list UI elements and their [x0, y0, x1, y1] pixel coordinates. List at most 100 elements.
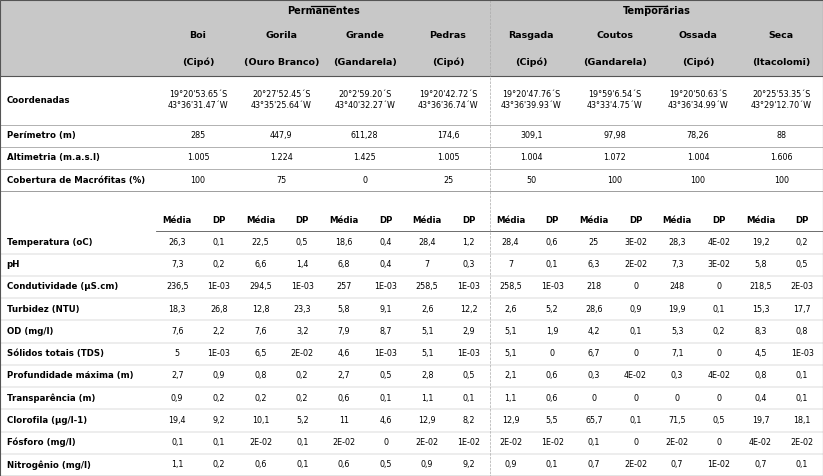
Text: 78,26: 78,26	[686, 131, 709, 140]
Text: 1,4: 1,4	[296, 260, 309, 269]
Text: Média: Média	[246, 216, 275, 225]
Text: 0,2: 0,2	[296, 371, 309, 380]
Text: 12,2: 12,2	[460, 305, 477, 314]
Text: Perímetro (m): Perímetro (m)	[7, 131, 76, 140]
Text: DP: DP	[379, 216, 393, 225]
Text: Seca: Seca	[769, 31, 794, 40]
Text: 0,1: 0,1	[630, 327, 642, 336]
Text: OD (mg/l): OD (mg/l)	[7, 327, 53, 336]
Text: 5,1: 5,1	[504, 327, 517, 336]
Text: 218,5: 218,5	[749, 282, 772, 291]
Text: 5: 5	[174, 349, 179, 358]
Text: 19°59'6.54´S
43°33'4.75´W: 19°59'6.54´S 43°33'4.75´W	[587, 90, 643, 110]
Text: 3E-02: 3E-02	[707, 260, 730, 269]
Text: 2E-02: 2E-02	[499, 438, 522, 447]
Text: 5,5: 5,5	[546, 416, 559, 425]
Text: 20°2'59.20´S
43°40'32.27´W: 20°2'59.20´S 43°40'32.27´W	[334, 90, 395, 110]
Text: 0,4: 0,4	[379, 238, 392, 247]
Text: 0,4: 0,4	[755, 394, 767, 403]
Text: 100: 100	[690, 176, 705, 185]
Text: 6,6: 6,6	[254, 260, 267, 269]
Text: 0,1: 0,1	[379, 394, 392, 403]
Text: 1.005: 1.005	[187, 153, 209, 162]
Text: Pedras: Pedras	[430, 31, 467, 40]
Text: 0,5: 0,5	[379, 460, 392, 469]
Text: 7,6: 7,6	[171, 327, 184, 336]
Text: Altimetria (m.a.s.l): Altimetria (m.a.s.l)	[7, 153, 100, 162]
Text: 25: 25	[443, 176, 453, 185]
Text: 258,5: 258,5	[416, 282, 439, 291]
Text: 2,9: 2,9	[463, 327, 475, 336]
Text: Média: Média	[746, 216, 775, 225]
Text: 0: 0	[383, 438, 388, 447]
Text: 26,3: 26,3	[169, 238, 186, 247]
Text: 2,6: 2,6	[421, 305, 434, 314]
Text: 294,5: 294,5	[249, 282, 272, 291]
Text: 75: 75	[277, 176, 286, 185]
Text: 1.224: 1.224	[270, 153, 293, 162]
Text: Média: Média	[329, 216, 359, 225]
Text: 1.606: 1.606	[770, 153, 793, 162]
Text: 2,7: 2,7	[171, 371, 184, 380]
Text: 611,28: 611,28	[351, 131, 379, 140]
Text: 65,7: 65,7	[585, 416, 602, 425]
Text: 28,6: 28,6	[585, 305, 602, 314]
Text: 0,2: 0,2	[212, 394, 226, 403]
Text: 25: 25	[588, 238, 599, 247]
Text: 1.004: 1.004	[520, 153, 542, 162]
Text: 2,8: 2,8	[421, 371, 434, 380]
Text: (Gandarela): (Gandarela)	[583, 58, 647, 67]
Text: Coordenadas: Coordenadas	[7, 96, 70, 105]
Text: 50: 50	[526, 176, 537, 185]
Text: 7: 7	[425, 260, 430, 269]
Text: 7,9: 7,9	[337, 327, 350, 336]
Text: 0: 0	[633, 394, 638, 403]
Text: 22,5: 22,5	[252, 238, 269, 247]
Text: 4E-02: 4E-02	[749, 438, 772, 447]
Text: 8,3: 8,3	[755, 327, 767, 336]
Text: 23,3: 23,3	[294, 305, 311, 314]
Text: 2E-02: 2E-02	[291, 349, 314, 358]
Text: (Cipó): (Cipó)	[182, 58, 214, 67]
Text: 5,2: 5,2	[546, 305, 559, 314]
Text: 1E-03: 1E-03	[207, 282, 230, 291]
Text: 100: 100	[774, 176, 788, 185]
Text: 5,1: 5,1	[421, 349, 434, 358]
Text: 285: 285	[190, 131, 206, 140]
Text: Média: Média	[496, 216, 525, 225]
Text: DP: DP	[796, 216, 809, 225]
Text: 19,4: 19,4	[169, 416, 186, 425]
Text: 9,2: 9,2	[463, 460, 475, 469]
Text: 15,3: 15,3	[751, 305, 770, 314]
Text: 2E-02: 2E-02	[332, 438, 356, 447]
Text: 28,4: 28,4	[502, 238, 519, 247]
Text: 97,98: 97,98	[603, 131, 626, 140]
Text: Coutos: Coutos	[596, 31, 633, 40]
Text: 0,5: 0,5	[379, 371, 392, 380]
Text: 0,9: 0,9	[630, 305, 642, 314]
Text: 0,1: 0,1	[630, 416, 642, 425]
Text: 0,1: 0,1	[796, 371, 808, 380]
Text: 4E-02: 4E-02	[707, 238, 730, 247]
Text: 1E-03: 1E-03	[291, 282, 314, 291]
Text: 18,6: 18,6	[335, 238, 352, 247]
Text: 2E-03: 2E-03	[791, 282, 814, 291]
Text: 9,1: 9,1	[379, 305, 392, 314]
Text: 1E-03: 1E-03	[458, 349, 481, 358]
Text: 0,1: 0,1	[796, 460, 808, 469]
Text: 2E-02: 2E-02	[624, 460, 647, 469]
Text: Profundidade máxima (m): Profundidade máxima (m)	[7, 371, 133, 380]
Text: 4,6: 4,6	[379, 416, 392, 425]
Text: DP: DP	[629, 216, 642, 225]
Text: 1E-03: 1E-03	[458, 282, 481, 291]
Text: 0,1: 0,1	[546, 460, 558, 469]
Text: 12,8: 12,8	[252, 305, 269, 314]
Text: Média: Média	[412, 216, 442, 225]
Text: 0: 0	[675, 394, 680, 403]
Text: 0,1: 0,1	[171, 438, 184, 447]
Text: Grande: Grande	[346, 31, 384, 40]
Text: 2,2: 2,2	[212, 327, 226, 336]
Text: Cobertura de Macrófitas (%): Cobertura de Macrófitas (%)	[7, 176, 145, 185]
Text: 6,8: 6,8	[337, 260, 350, 269]
Text: 0,1: 0,1	[212, 238, 225, 247]
